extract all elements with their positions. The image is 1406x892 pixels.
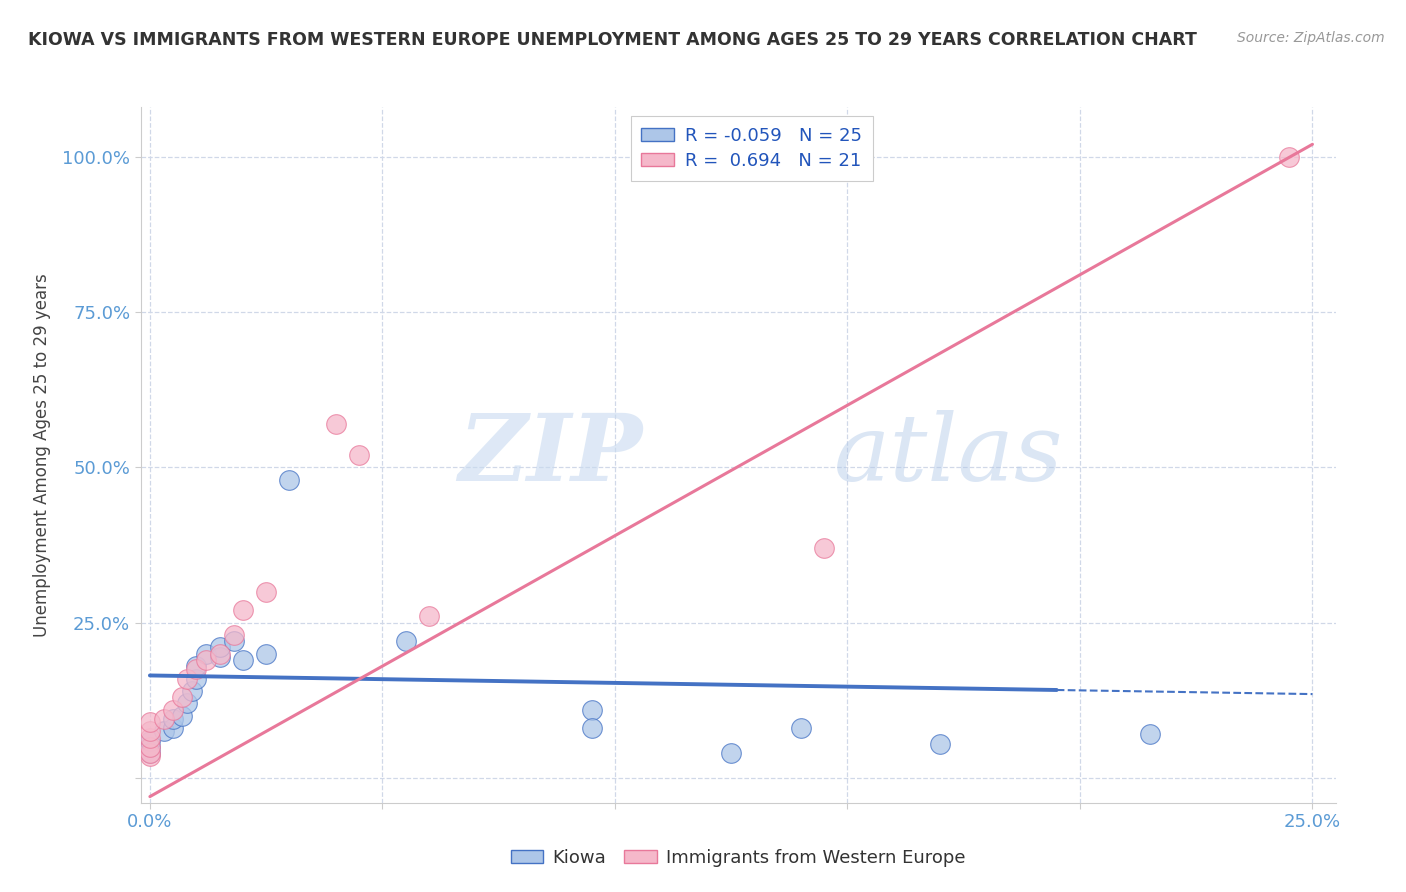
Point (139, 746, 162, 760)
Point (180, 684, 202, 698)
Point (1278, 150, 1301, 164)
Point (208, 647, 231, 661)
Point (418, 609, 440, 624)
Point (139, 714, 162, 729)
Point (1139, 727, 1161, 741)
Point (186, 659, 208, 673)
Text: KIOWA VS IMMIGRANTS FROM WESTERN EUROPE UNEMPLOYMENT AMONG AGES 25 TO 29 YEARS C: KIOWA VS IMMIGRANTS FROM WESTERN EUROPE … (28, 31, 1197, 49)
Point (176, 672, 198, 686)
Point (790, 721, 813, 735)
Point (720, 746, 742, 760)
Point (222, 628, 245, 642)
Point (254, 647, 277, 661)
Point (194, 647, 217, 661)
Text: ZIP: ZIP (458, 410, 643, 500)
Point (186, 662, 208, 676)
Point (139, 739, 162, 754)
Point (581, 721, 603, 735)
Point (139, 749, 162, 764)
Point (139, 746, 162, 760)
Point (222, 634, 245, 648)
Point (139, 724, 162, 739)
Point (194, 653, 217, 667)
Text: Source: ZipAtlas.com: Source: ZipAtlas.com (1237, 31, 1385, 45)
Point (347, 448, 370, 462)
Point (172, 708, 194, 723)
Y-axis label: Unemployment Among Ages 25 to 29 years: Unemployment Among Ages 25 to 29 years (34, 273, 51, 637)
Point (162, 703, 184, 717)
Point (395, 634, 418, 648)
Point (176, 697, 198, 711)
Point (162, 721, 184, 735)
Point (172, 690, 194, 705)
Point (232, 603, 254, 617)
Point (139, 739, 162, 754)
Point (929, 737, 952, 751)
Point (139, 731, 162, 745)
Point (278, 473, 301, 487)
Point (153, 712, 176, 726)
Point (162, 712, 184, 726)
Point (208, 649, 231, 664)
Text: atlas: atlas (834, 410, 1063, 500)
Point (139, 733, 162, 747)
Point (153, 724, 176, 739)
Point (581, 703, 603, 717)
Point (254, 584, 277, 599)
Point (813, 541, 835, 555)
Point (208, 640, 231, 655)
Point (186, 672, 208, 686)
Point (325, 417, 347, 431)
Legend: Kiowa, Immigrants from Western Europe: Kiowa, Immigrants from Western Europe (503, 841, 973, 874)
Point (232, 653, 254, 667)
